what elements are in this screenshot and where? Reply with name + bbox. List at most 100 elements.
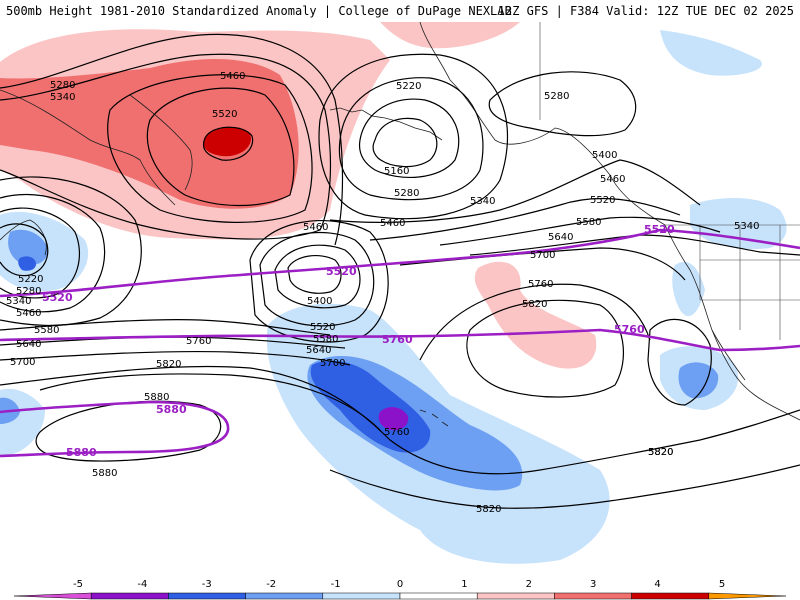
- japan-coastline: [0, 219, 47, 256]
- ref-label: 5520: [42, 291, 73, 304]
- colorbar-tick-label: 2: [526, 579, 532, 590]
- contour-label: 5820: [648, 447, 673, 458]
- map-panel: 5280 5340 5460 5520 5220 5160 5280 5340 …: [0, 22, 800, 577]
- contour-5460: [146, 87, 295, 207]
- contour-label: 5280: [544, 91, 569, 102]
- siberia-coastline: [0, 89, 176, 206]
- contour-label: 5280: [50, 80, 75, 91]
- contour-label: 5460: [220, 71, 245, 82]
- colorbar-segment: [554, 592, 632, 600]
- colorbar-segment: [708, 592, 787, 600]
- kamchatka-coastline: [129, 94, 193, 191]
- colorbar-tick-label: -2: [266, 579, 276, 590]
- colorbar-segments: [13, 592, 787, 600]
- negative-anomaly-region: [690, 198, 787, 250]
- contour-label: 5460: [16, 308, 41, 319]
- contour-label: 5760: [186, 336, 211, 347]
- contour-5520-low: [202, 126, 254, 161]
- colorbar-tick-label: -5: [73, 579, 83, 590]
- colorbar-segment: [90, 592, 169, 600]
- ref-line-5520: [0, 228, 800, 298]
- colorbar-segment: [245, 592, 324, 600]
- negative-anomaly-region: [378, 407, 409, 431]
- contour-label: 5640: [548, 232, 573, 243]
- contour-label: 5820: [156, 359, 181, 370]
- ref-label: 5760: [382, 333, 413, 346]
- map-title: 500mb Height 1981-2010 Standardized Anom…: [6, 4, 512, 18]
- colorbar-segment: [322, 592, 401, 600]
- colorbar-tick-label: 1: [461, 579, 467, 590]
- contour-5820-east: [466, 299, 624, 398]
- contour-5520-east: [369, 197, 681, 241]
- baja-coastline: [711, 329, 746, 381]
- negative-anomaly-region: [310, 360, 431, 453]
- contour-label: 5700: [320, 358, 345, 369]
- positive-anomaly-region: [380, 22, 520, 49]
- contour-5280-west: [0, 207, 80, 299]
- negative-anomaly-region: [678, 362, 719, 399]
- contour-label: 5160: [384, 166, 409, 177]
- contour-5340-ring: [249, 220, 389, 343]
- contour-label: 5880: [144, 392, 169, 403]
- contour-label: 5820: [648, 447, 673, 458]
- contour-label: 5640: [306, 345, 331, 356]
- map-header: 500mb Height 1981-2010 Standardized Anom…: [0, 0, 800, 22]
- contour-label: 5400: [307, 296, 332, 307]
- colorbar-tick-label: 0: [397, 579, 403, 590]
- contour-label: 5340: [6, 296, 31, 307]
- anomaly-shading: [0, 22, 787, 564]
- positive-anomaly-region: [0, 58, 299, 209]
- contour-5820-west: [0, 365, 800, 475]
- contour-label: 5340: [734, 221, 759, 232]
- contour-5400-ring: [259, 231, 375, 327]
- colorbar-segment: [631, 592, 710, 600]
- contour-5520-ring: [274, 244, 361, 309]
- contour-label: 5820: [476, 504, 501, 515]
- contour-label: 5640: [16, 339, 41, 350]
- contour-5340-west: [0, 194, 106, 313]
- contour-5460-west: [0, 176, 142, 327]
- positive-anomaly-region: [203, 127, 251, 157]
- colorbar-ticks: -5 -4 -3 -2 -1 0 1 2 3 4 5: [73, 579, 725, 590]
- colorbar-tick-label: 3: [590, 579, 596, 590]
- contour-label: 5520: [212, 109, 237, 120]
- contour-5760-east: [419, 283, 651, 361]
- colorbar-tick-label: -4: [137, 579, 147, 590]
- ref-label: 5520: [644, 223, 675, 236]
- contour-label: 5580: [34, 325, 59, 336]
- contour-5400: [107, 74, 313, 223]
- contour-label: 5340: [470, 196, 495, 207]
- colorbar-segment: [399, 592, 478, 600]
- contour-5340: [0, 53, 332, 240]
- contour-label: 5460: [600, 174, 625, 185]
- contour-label: 5700: [530, 250, 555, 261]
- colorbar-tick-label: 4: [654, 579, 660, 590]
- ref-line-5760: [0, 328, 800, 352]
- contour-5580-east: [439, 216, 721, 246]
- colorbar-tick-label: -3: [202, 579, 212, 590]
- contour-label: 5220: [396, 81, 421, 92]
- aleutian-islands: [329, 107, 443, 141]
- map-canvas: 5280 5340 5460 5520 5220 5160 5280 5340 …: [0, 22, 800, 564]
- positive-anomaly-region: [474, 261, 597, 369]
- contour-5220-alaska-low: [358, 98, 460, 179]
- alaska-coastline: [419, 22, 666, 226]
- political-boundaries: [539, 22, 800, 340]
- colorbar-segment: [13, 592, 92, 600]
- contour-label: 5400: [592, 150, 617, 161]
- contour-label: 5580: [313, 334, 338, 345]
- ref-line-5880: [0, 400, 230, 458]
- contour-5760-west: [39, 373, 381, 431]
- contour-5160: [372, 117, 438, 168]
- hawaii-islands: [419, 409, 449, 427]
- contour-label: 5820: [522, 299, 547, 310]
- contour-label: 5340: [50, 92, 75, 103]
- contour-5460-ring: [287, 254, 342, 294]
- ref-label: 5880: [66, 446, 97, 459]
- reference-labels: 5520 5520 5520 5760 5760 5880 5880: [42, 223, 675, 459]
- contour-label: 5220: [18, 274, 43, 285]
- contour-5220-west: [0, 223, 49, 277]
- contour-5700-ring: [647, 318, 712, 406]
- contour-5400-north: [488, 71, 637, 137]
- ref-label: 5880: [156, 403, 187, 416]
